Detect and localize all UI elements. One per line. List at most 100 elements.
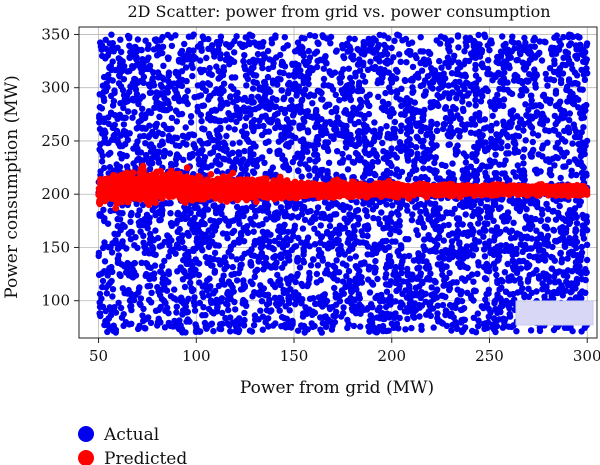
actual-point: [158, 263, 166, 270]
actual-point: [211, 249, 219, 257]
actual-point: [153, 154, 161, 161]
actual-point: [298, 211, 306, 218]
actual-point: [269, 63, 277, 70]
actual-point: [354, 221, 362, 228]
actual-point: [431, 159, 438, 167]
actual-point: [160, 106, 167, 114]
actual-point: [489, 159, 496, 167]
actual-point: [135, 219, 143, 226]
actual-point: [195, 260, 203, 267]
actual-point: [307, 262, 315, 269]
actual-point: [119, 67, 126, 74]
actual-point: [534, 203, 541, 211]
actual-point: [419, 114, 426, 121]
actual-point: [269, 116, 276, 123]
actual-point: [224, 234, 231, 242]
actual-point: [157, 81, 164, 89]
actual-point: [116, 272, 124, 279]
actual-point: [446, 48, 453, 55]
actual-point: [393, 166, 401, 173]
actual-point: [151, 36, 159, 43]
actual-point: [207, 217, 214, 224]
actual-point: [446, 269, 453, 277]
actual-point: [508, 227, 515, 234]
actual-point: [114, 259, 122, 266]
actual-point: [510, 290, 517, 298]
actual-point: [97, 141, 104, 148]
actual-point: [139, 93, 147, 100]
actual-point: [111, 87, 118, 94]
actual-point: [218, 295, 226, 302]
actual-point: [251, 312, 259, 319]
actual-point: [524, 278, 532, 285]
actual-point: [211, 106, 218, 114]
actual-point: [338, 313, 345, 320]
actual-point: [577, 257, 584, 264]
actual-point: [274, 302, 281, 309]
actual-point: [378, 209, 385, 216]
actual-point: [513, 205, 521, 212]
actual-point: [311, 146, 319, 153]
actual-point: [434, 286, 441, 293]
actual-point: [265, 138, 272, 145]
actual-point: [346, 278, 353, 285]
actual-point: [404, 207, 411, 214]
actual-point: [286, 299, 293, 307]
actual-point: [171, 317, 178, 325]
actual-point: [223, 146, 230, 153]
actual-point: [306, 156, 313, 164]
actual-point: [345, 236, 352, 243]
actual-point: [572, 226, 579, 233]
actual-point: [350, 322, 358, 330]
actual-point: [277, 105, 285, 113]
actual-point: [518, 235, 525, 242]
actual-point: [427, 104, 434, 111]
actual-point: [417, 82, 424, 90]
actual-point: [504, 260, 511, 268]
actual-point: [256, 239, 264, 246]
actual-point: [528, 235, 535, 242]
actual-point: [266, 147, 273, 155]
actual-point: [248, 65, 255, 72]
actual-point: [408, 324, 415, 332]
actual-point: [324, 170, 331, 177]
actual-point: [346, 35, 353, 42]
actual-point: [194, 103, 201, 111]
actual-point: [566, 42, 573, 49]
actual-point: [323, 266, 330, 274]
actual-point: [210, 115, 217, 123]
actual-point: [192, 245, 199, 252]
actual-point: [320, 65, 327, 72]
actual-point: [202, 238, 209, 245]
actual-point: [104, 328, 111, 336]
actual-point: [387, 230, 394, 238]
actual-point: [296, 264, 304, 271]
actual-point: [459, 221, 466, 228]
actual-point: [565, 129, 573, 136]
actual-point: [220, 155, 227, 162]
actual-point: [485, 313, 492, 320]
actual-point: [554, 288, 561, 295]
actual-point: [175, 94, 182, 102]
actual-point: [139, 312, 146, 319]
actual-point: [285, 165, 292, 172]
actual-point: [174, 209, 182, 217]
actual-point: [465, 101, 473, 108]
actual-point: [516, 275, 523, 282]
actual-point: [182, 258, 190, 265]
actual-point: [442, 114, 450, 122]
actual-point: [525, 77, 532, 85]
actual-point: [563, 86, 570, 94]
actual-point: [428, 284, 435, 291]
actual-point: [160, 62, 167, 69]
actual-point: [345, 267, 353, 275]
actual-point: [525, 285, 532, 292]
actual-point: [468, 51, 475, 58]
actual-point: [447, 124, 454, 131]
actual-point: [102, 307, 110, 315]
actual-point: [425, 57, 432, 64]
actual-point: [521, 291, 528, 298]
actual-point: [151, 104, 158, 112]
actual-point: [309, 100, 316, 107]
actual-point: [420, 165, 427, 172]
